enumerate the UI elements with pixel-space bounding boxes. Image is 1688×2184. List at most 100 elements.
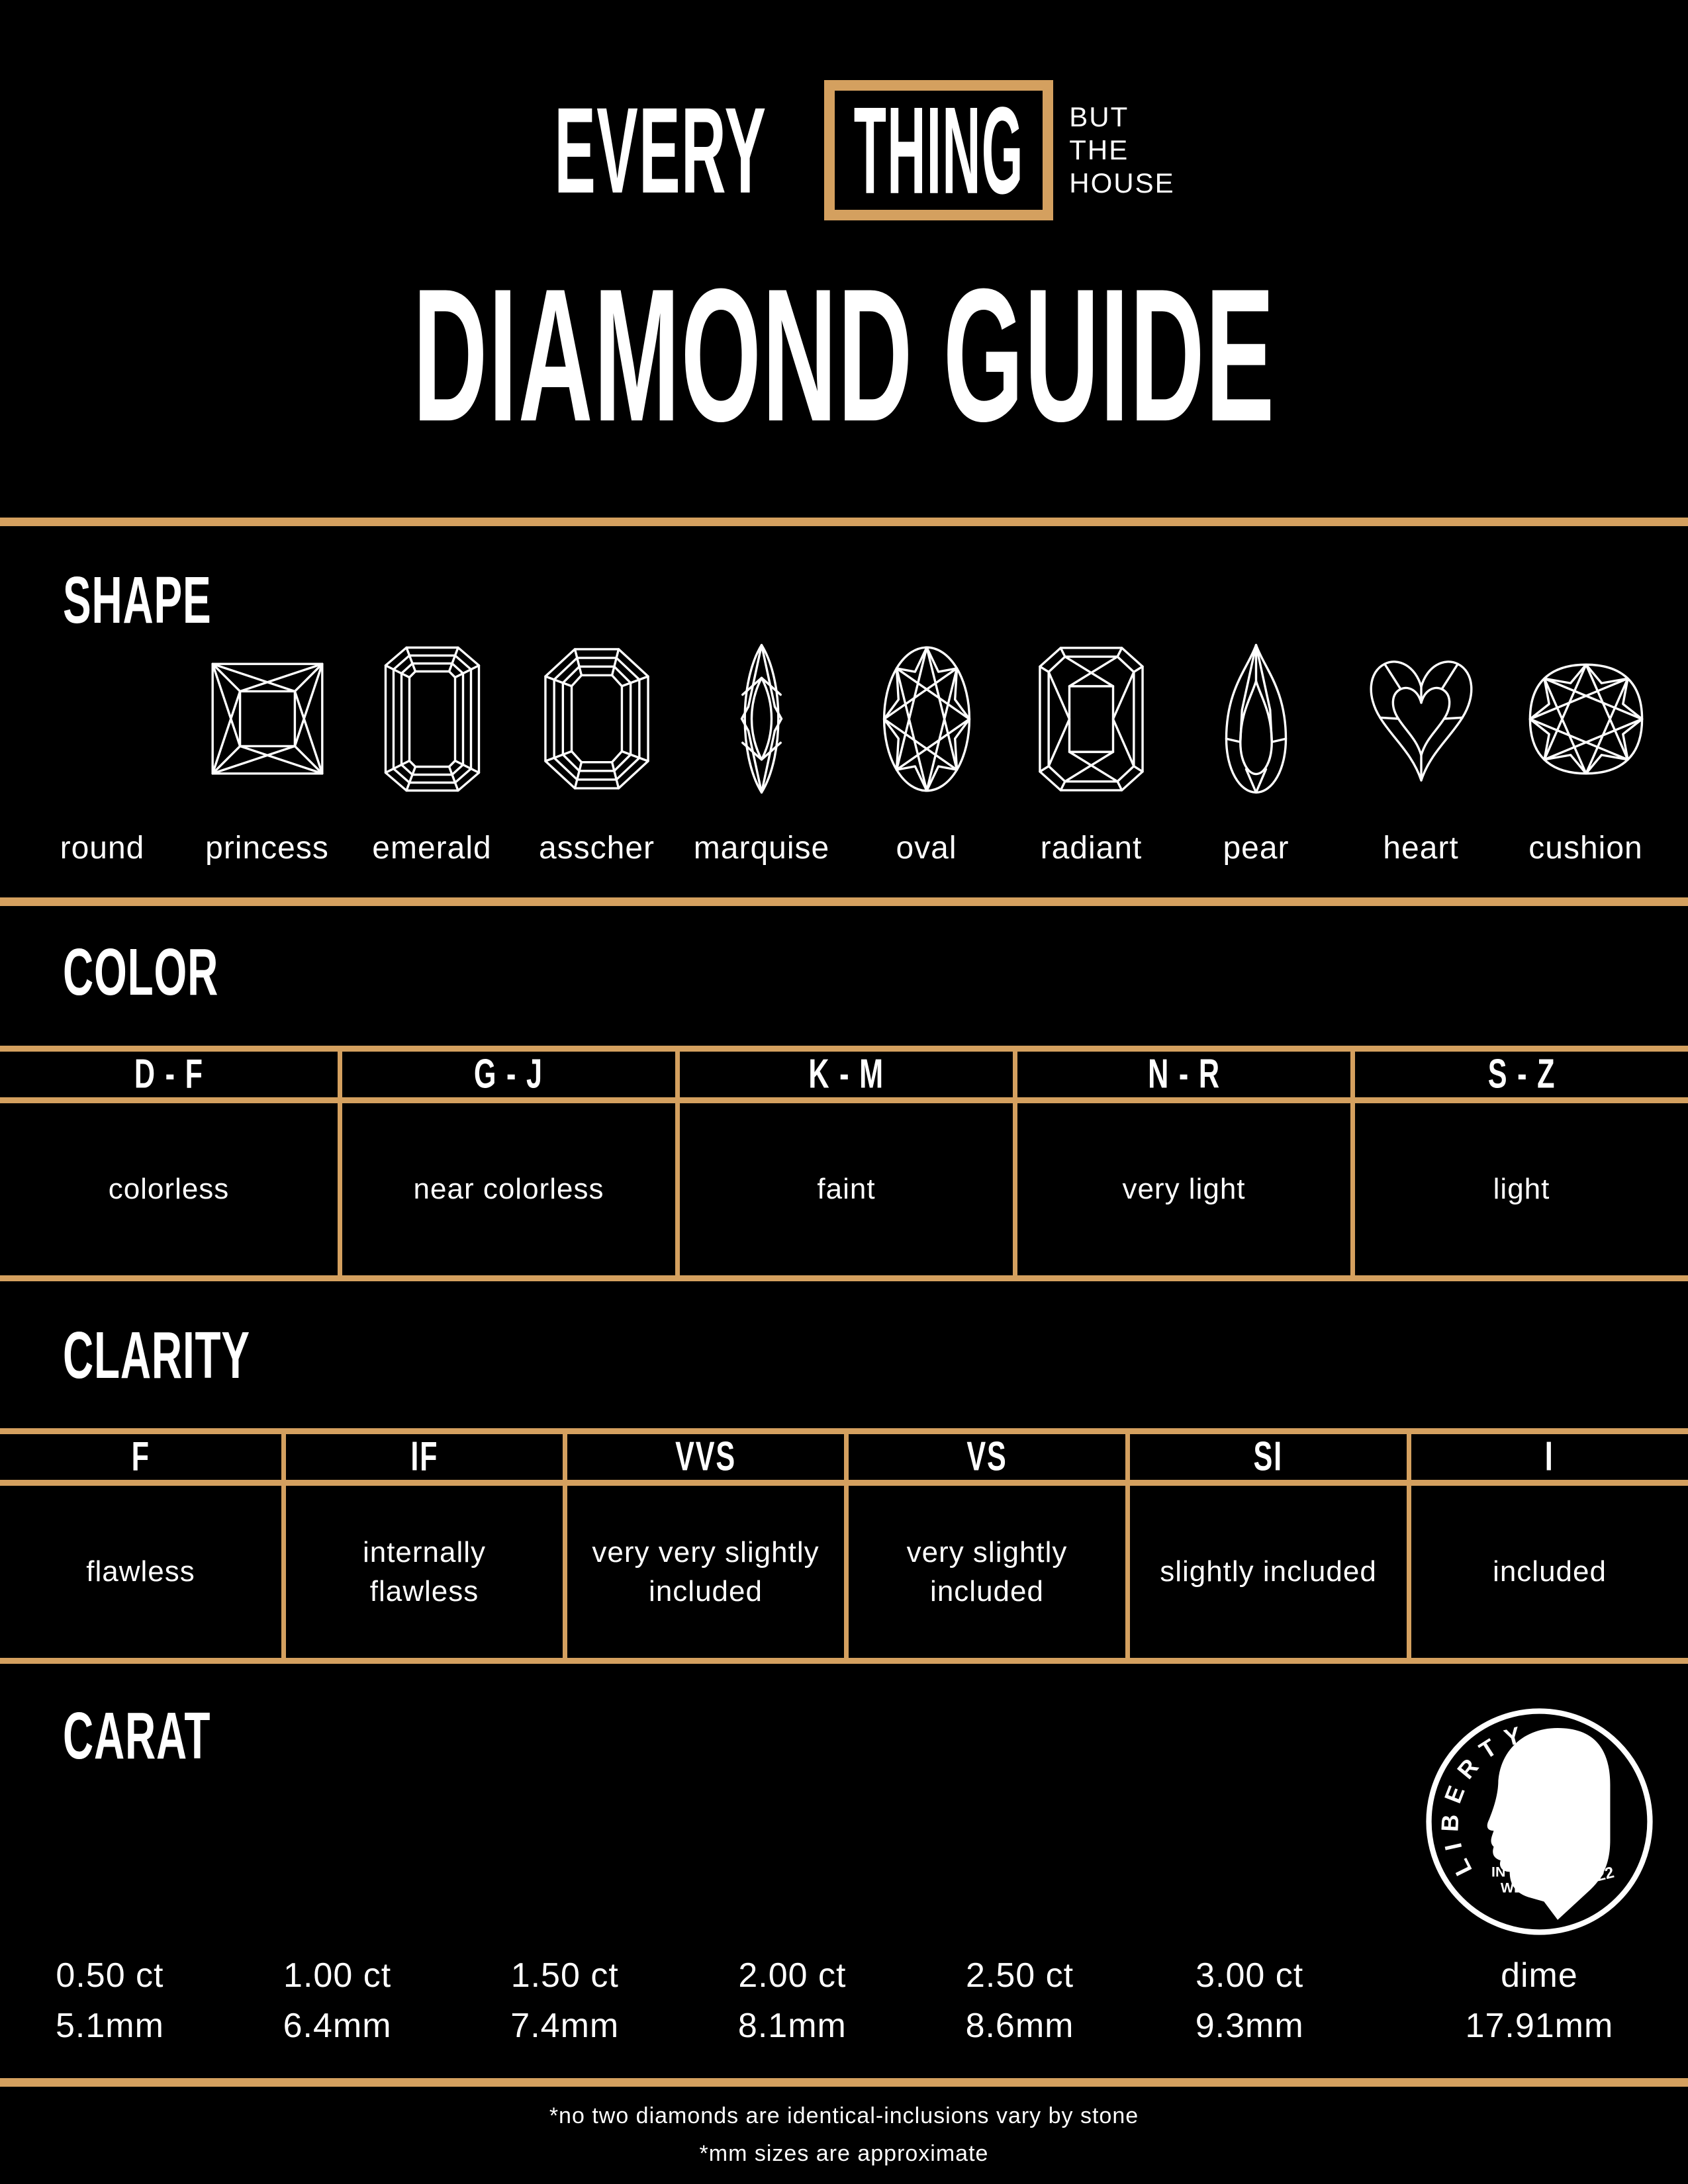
- clarity-grade-header: VS: [844, 1434, 1125, 1486]
- round-shape-icon: [38, 655, 167, 784]
- clarity-grade-desc: very very slightly included: [563, 1486, 844, 1658]
- carat-item-dime: LIBERTY IN GOD WE TRUST 2022 dime 17.91m…: [1425, 1707, 1654, 2046]
- carat-row: 0.50 ct 5.1mm 1.00 ct 6.4mm 1.50 ct 7.4m…: [56, 1707, 1654, 2046]
- color-grade-header: G - J: [338, 1052, 675, 1103]
- clarity-grade-header: VVS: [563, 1434, 844, 1486]
- clarity-grade-desc: internally flawless: [281, 1486, 563, 1658]
- asscher-shape-icon: [542, 646, 651, 792]
- clarity-grade-desc: very slightly included: [844, 1486, 1125, 1658]
- carat-item-100: 1.00 ct 6.4mm: [283, 1858, 392, 2046]
- shape-label: asscher: [538, 831, 655, 866]
- shape-label: radiant: [1040, 831, 1143, 866]
- section-heading-carat: CARAT: [63, 1698, 211, 1772]
- divider-footer: [0, 2078, 1688, 2087]
- brand-tagline-line: BUT: [1069, 101, 1129, 132]
- carat-ct-label: 1.00 ct: [283, 1956, 392, 1995]
- dime-coin-icon: LIBERTY IN GOD WE TRUST 2022: [1426, 1708, 1653, 1935]
- carat-item-300: 3.00 ct 9.3mm: [1193, 1823, 1306, 2046]
- shape-label: marquise: [693, 831, 830, 866]
- clarity-grade-header: I: [1407, 1434, 1688, 1486]
- footnote-mm-sizes: *mm sizes are approximate: [699, 2141, 989, 2166]
- color-grade-header: D - F: [0, 1052, 338, 1103]
- carat-mm-label: 8.6mm: [965, 2007, 1074, 2045]
- shape-label: heart: [1383, 831, 1459, 866]
- dime-motto-line1: IN GOD: [1491, 1864, 1542, 1880]
- color-grade-desc: faint: [675, 1103, 1013, 1275]
- carat-ct-label: 2.50 ct: [965, 1956, 1074, 1995]
- shape-item-heart: heart: [1340, 629, 1502, 866]
- page-title: DIAMOND GUIDE: [412, 250, 1276, 461]
- shape-item-emerald: emerald: [352, 629, 513, 866]
- carat-item-150: 1.50 ct 7.4mm: [510, 1846, 619, 2046]
- carat-mm-label: 5.1mm: [56, 2007, 164, 2045]
- brand-word-every: EVERY: [554, 81, 767, 219]
- shape-label: pear: [1223, 831, 1289, 866]
- carat-mm-label: 6.4mm: [283, 2007, 392, 2045]
- footnotes: *no two diamonds are identical-inclusion…: [0, 2103, 1688, 2167]
- shape-item-round: round: [22, 629, 183, 866]
- brand-word-thing: THING: [853, 80, 1024, 220]
- clarity-grade-header: SI: [1125, 1434, 1407, 1486]
- shape-item-oval: oval: [846, 629, 1008, 866]
- clarity-grade-table: F IF VVS VS SI I flawless internally fla…: [0, 1428, 1688, 1664]
- color-grade-desc: colorless: [108, 1173, 230, 1206]
- clarity-grade-header: IF: [281, 1434, 563, 1486]
- clarity-grade-header: F: [0, 1434, 281, 1486]
- shape-item-radiant: radiant: [1011, 629, 1172, 866]
- color-grade-header: N - R: [1013, 1052, 1350, 1103]
- carat-diamond-icon: [968, 1831, 1072, 1936]
- divider-top: [0, 518, 1688, 526]
- cushion-shape-icon: [1526, 661, 1646, 777]
- shape-item-princess: princess: [187, 629, 348, 866]
- color-grade-header: K - M: [675, 1052, 1013, 1103]
- emerald-shape-icon: [383, 645, 482, 794]
- shape-label: cushion: [1528, 831, 1643, 866]
- carat-diamond-icon: [743, 1837, 841, 1936]
- heart-shape-icon: [1358, 653, 1484, 785]
- princess-shape-icon: [208, 659, 327, 778]
- clarity-grade-desc: flawless: [86, 1555, 195, 1588]
- carat-diamond-icon: [520, 1846, 610, 1936]
- color-grade-header: S - Z: [1350, 1052, 1688, 1103]
- shape-label: round: [60, 831, 145, 866]
- divider-shape-color: [0, 897, 1688, 906]
- shape-item-pear: pear: [1176, 629, 1337, 866]
- clarity-grade-desc: slightly included: [1125, 1486, 1407, 1658]
- marquise-shape-icon: [720, 643, 803, 795]
- pear-shape-icon: [1215, 643, 1297, 795]
- carat-item-250: 2.50 ct 8.6mm: [966, 1831, 1074, 2046]
- carat-item-050: 0.50 ct 5.1mm: [56, 1874, 164, 2046]
- footnote-inclusions: *no two diamonds are identical-inclusion…: [549, 2103, 1139, 2128]
- shape-label: oval: [896, 831, 957, 866]
- dime-motto-line2: WE TRUST: [1501, 1880, 1575, 1895]
- shape-item-asscher: asscher: [516, 629, 678, 866]
- section-heading-shape: SHAPE: [63, 563, 212, 637]
- color-grade-desc: light: [1350, 1103, 1688, 1275]
- carat-ct-label: 2.00 ct: [738, 1956, 847, 1995]
- color-grade-desc: near colorless: [338, 1103, 675, 1275]
- brand-logo: EVERY THING BUT THE HOUSE: [0, 78, 1688, 222]
- carat-diamond-icon: [79, 1874, 141, 1936]
- shape-label: emerald: [372, 831, 492, 866]
- carat-ct-label: 1.50 ct: [510, 1956, 619, 1995]
- radiant-shape-icon: [1037, 645, 1146, 794]
- shape-row: round princess emerald: [20, 629, 1668, 866]
- carat-diamond-icon: [299, 1858, 377, 1936]
- oval-shape-icon: [880, 645, 973, 794]
- brand-gold-box: THING: [824, 80, 1054, 220]
- carat-mm-label: 17.91mm: [1465, 2007, 1614, 2045]
- clarity-grade-desc: included: [1407, 1486, 1688, 1658]
- brand-tagline-line: THE: [1069, 134, 1129, 165]
- shape-item-cushion: cushion: [1505, 629, 1667, 866]
- section-heading-color: COLOR: [63, 934, 219, 1009]
- carat-ct-label: dime: [1501, 1956, 1578, 1995]
- color-grade-table: D - F G - J K - M N - R S - Z colorless …: [0, 1046, 1688, 1281]
- carat-mm-label: 8.1mm: [737, 2007, 847, 2045]
- carat-item-200: 2.00 ct 8.1mm: [738, 1837, 847, 2046]
- carat-mm-label: 7.4mm: [510, 2007, 620, 2045]
- brand-tagline-line: HOUSE: [1069, 167, 1175, 199]
- carat-ct-label: 0.50 ct: [56, 1956, 164, 1995]
- shape-label: princess: [205, 831, 329, 866]
- brand-tagline: BUT THE HOUSE: [1069, 103, 1174, 197]
- shape-item-marquise: marquise: [681, 629, 843, 866]
